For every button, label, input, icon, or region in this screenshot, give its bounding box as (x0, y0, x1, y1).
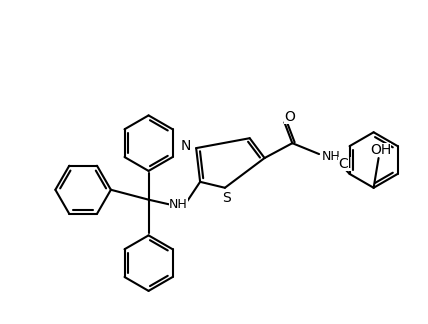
Text: NH: NH (169, 198, 188, 211)
Text: S: S (223, 191, 231, 205)
Text: Cl: Cl (338, 157, 351, 171)
Text: N: N (181, 139, 191, 153)
Text: NH: NH (322, 150, 341, 163)
Text: OH: OH (370, 143, 391, 157)
Text: O: O (284, 110, 295, 124)
